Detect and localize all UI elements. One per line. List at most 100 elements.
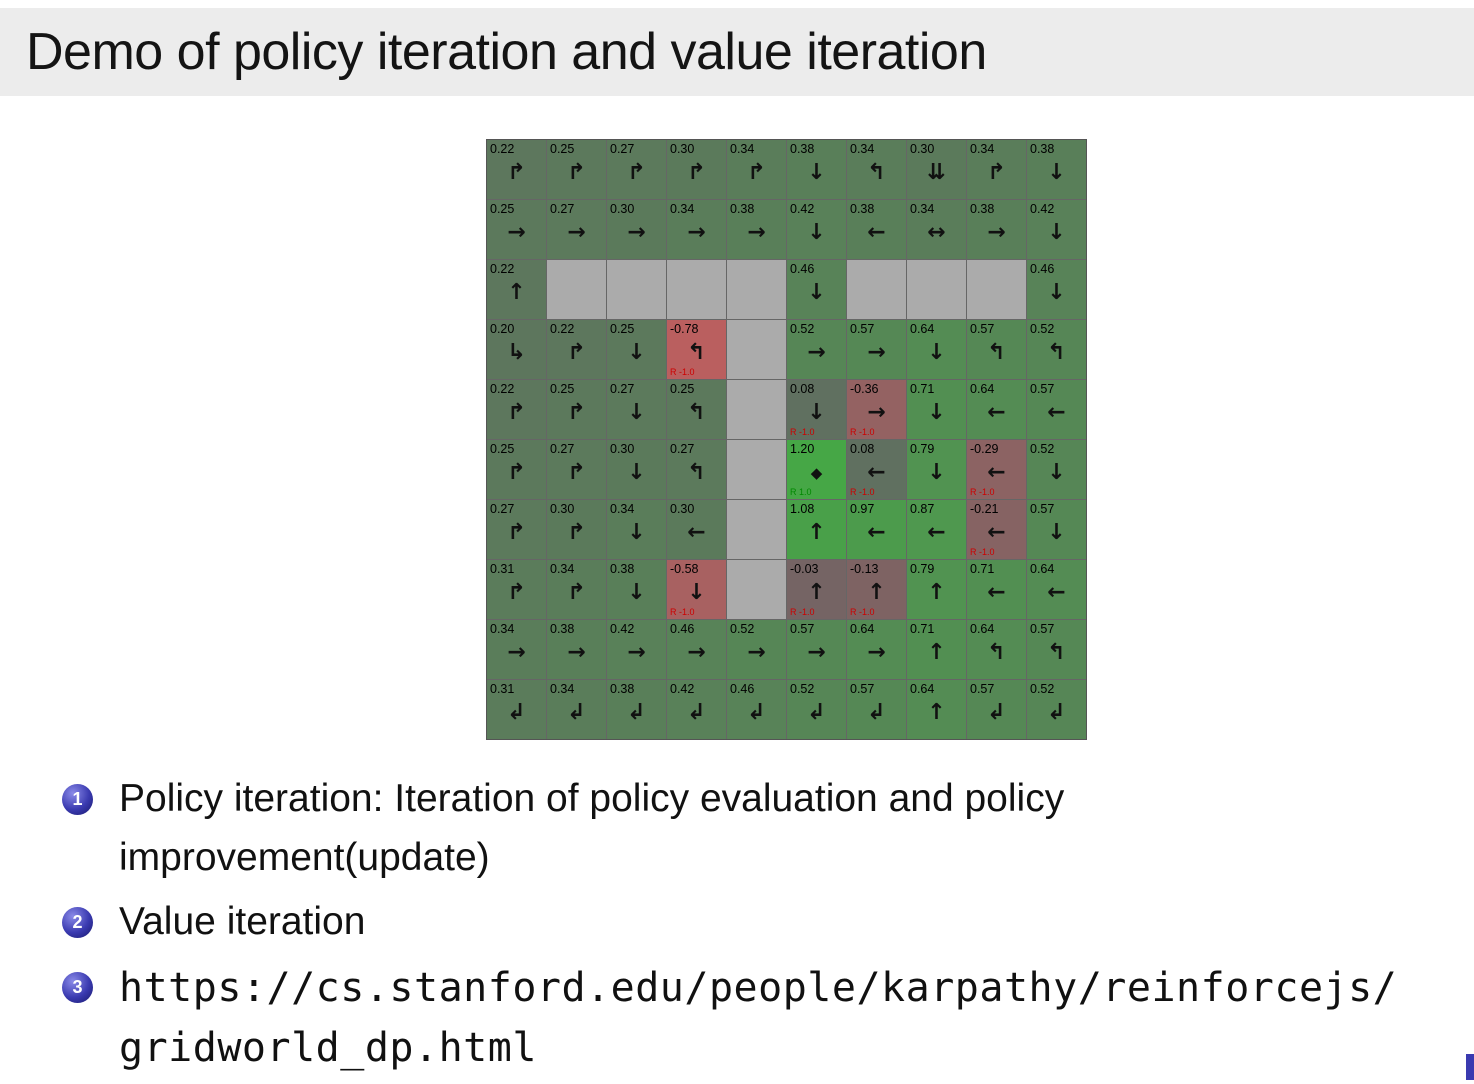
grid-cell[interactable]: 1.08 ↑ bbox=[787, 500, 846, 559]
grid-cell[interactable]: 0.52 ↰ bbox=[1027, 320, 1086, 379]
grid-cell[interactable]: 0.38 ↓ bbox=[1027, 140, 1086, 199]
cell-value: 0.64 bbox=[910, 322, 935, 336]
grid-cell[interactable]: 0.34 ↓ bbox=[607, 500, 666, 559]
grid-cell[interactable]: 0.22 ↱ bbox=[487, 140, 546, 199]
grid-cell[interactable]: 0.38 ↓ bbox=[607, 560, 666, 619]
grid-cell[interactable]: 0.25 ↱ bbox=[547, 140, 606, 199]
grid-cell[interactable]: 0.87 ← bbox=[907, 500, 966, 559]
grid-cell[interactable]: 0.27 ↱ bbox=[487, 500, 546, 559]
grid-cell[interactable]: 0.08 ↓ R -1.0 bbox=[787, 380, 846, 439]
grid-cell[interactable]: 0.27 ↰ bbox=[667, 440, 726, 499]
grid-cell[interactable]: 0.25 ↱ bbox=[547, 380, 606, 439]
bullet-item-value-iteration: 2 Value iteration bbox=[62, 893, 1442, 952]
grid-cell[interactable]: 0.27 → bbox=[547, 200, 606, 259]
grid-cell[interactable]: 0.30 ← bbox=[667, 500, 726, 559]
policy-arrow-icon: ↱ bbox=[507, 520, 526, 545]
grid-cell[interactable]: 0.64 ↑ bbox=[907, 680, 966, 739]
grid-cell[interactable]: 0.34 → bbox=[487, 620, 546, 679]
grid-cell[interactable]: 0.46 ↲ bbox=[727, 680, 786, 739]
grid-cell[interactable]: 0.64 ↰ bbox=[967, 620, 1026, 679]
grid-cell[interactable]: 0.42 → bbox=[607, 620, 666, 679]
grid-cell[interactable]: 0.31 ↱ bbox=[487, 560, 546, 619]
grid-cell[interactable]: 0.64 ← bbox=[1027, 560, 1086, 619]
grid-cell[interactable]: 0.22 ↑ bbox=[487, 260, 546, 319]
url-link-line-2[interactable]: gridworld_dp.html bbox=[119, 1024, 537, 1071]
grid-cell[interactable]: 0.30 → bbox=[607, 200, 666, 259]
grid-cell[interactable]: 0.52 ↲ bbox=[1027, 680, 1086, 739]
grid-cell[interactable]: 0.08 ← R -1.0 bbox=[847, 440, 906, 499]
grid-cell[interactable]: 0.52 ↓ bbox=[1027, 440, 1086, 499]
grid-cell[interactable]: 0.34 ↰ bbox=[847, 140, 906, 199]
grid-cell[interactable]: 0.97 ← bbox=[847, 500, 906, 559]
grid-cell[interactable]: 0.52 → bbox=[787, 320, 846, 379]
grid-cell[interactable]: 0.27 ↓ bbox=[607, 380, 666, 439]
grid-cell[interactable]: 0.25 ↰ bbox=[667, 380, 726, 439]
cell-value: 0.57 bbox=[790, 622, 815, 636]
grid-cell[interactable]: 0.34 ↔ bbox=[907, 200, 966, 259]
grid-cell[interactable]: 0.42 ↲ bbox=[667, 680, 726, 739]
grid-cell[interactable]: 0.34 ↱ bbox=[967, 140, 1026, 199]
grid-cell[interactable]: 0.30 ↓ bbox=[607, 440, 666, 499]
grid-cell[interactable]: 0.34 ↲ bbox=[547, 680, 606, 739]
policy-arrow-icon: ↱ bbox=[507, 160, 526, 185]
grid-cell[interactable]: 0.34 ↱ bbox=[727, 140, 786, 199]
grid-cell[interactable]: 0.71 ↑ bbox=[907, 620, 966, 679]
grid-cell[interactable]: 0.79 ↓ bbox=[907, 440, 966, 499]
grid-cell[interactable]: 0.57 ↲ bbox=[847, 680, 906, 739]
grid-cell[interactable]: -0.58 ↓ R -1.0 bbox=[667, 560, 726, 619]
grid-cell[interactable]: 0.57 ← bbox=[1027, 380, 1086, 439]
grid-cell[interactable]: 0.52 ↲ bbox=[787, 680, 846, 739]
grid-cell[interactable]: 0.30 ↱ bbox=[667, 140, 726, 199]
grid-cell[interactable]: 0.57 ↲ bbox=[967, 680, 1026, 739]
grid-cell[interactable]: 0.57 ↰ bbox=[1027, 620, 1086, 679]
grid-cell[interactable]: -0.29 ← R -1.0 bbox=[967, 440, 1026, 499]
grid-cell[interactable]: 0.57 ↓ bbox=[1027, 500, 1086, 559]
grid-cell[interactable]: 0.20 ↳ bbox=[487, 320, 546, 379]
grid-cell[interactable]: 0.30 ⇊ bbox=[907, 140, 966, 199]
grid-cell[interactable]: 0.38 ↓ bbox=[787, 140, 846, 199]
grid-cell[interactable]: -0.78 ↰ R -1.0 bbox=[667, 320, 726, 379]
grid-cell[interactable]: 0.31 ↲ bbox=[487, 680, 546, 739]
grid-cell[interactable]: 0.38 → bbox=[967, 200, 1026, 259]
grid-cell[interactable]: -0.13 ↑ R -1.0 bbox=[847, 560, 906, 619]
grid-cell[interactable]: -0.36 → R -1.0 bbox=[847, 380, 906, 439]
grid-cell[interactable]: 0.57 → bbox=[847, 320, 906, 379]
grid-cell[interactable]: 0.38 → bbox=[727, 200, 786, 259]
grid-cell[interactable]: 0.52 → bbox=[727, 620, 786, 679]
grid-cell[interactable]: 0.42 ↓ bbox=[1027, 200, 1086, 259]
grid-cell[interactable]: 0.22 ↱ bbox=[547, 320, 606, 379]
grid-cell[interactable]: 0.30 ↱ bbox=[547, 500, 606, 559]
grid-cell[interactable]: 0.79 ↑ bbox=[907, 560, 966, 619]
grid-cell[interactable]: 0.22 ↱ bbox=[487, 380, 546, 439]
url-link-line-1[interactable]: https://cs.stanford.edu/people/karpathy/… bbox=[119, 964, 1398, 1011]
grid-cell[interactable]: 0.64 → bbox=[847, 620, 906, 679]
grid-cell[interactable]: 0.34 ↱ bbox=[547, 560, 606, 619]
reward-label: R 1.0 bbox=[790, 487, 812, 497]
grid-cell[interactable]: 0.25 ↱ bbox=[487, 440, 546, 499]
grid-cell[interactable]: 0.42 ↓ bbox=[787, 200, 846, 259]
grid-cell[interactable]: 0.46 → bbox=[667, 620, 726, 679]
grid-cell[interactable]: 1.20 ◆ R 1.0 bbox=[787, 440, 846, 499]
policy-arrow-icon: ↓ bbox=[627, 400, 646, 425]
grid-cell[interactable]: 0.64 ↓ bbox=[907, 320, 966, 379]
grid-cell[interactable]: 0.27 ↱ bbox=[547, 440, 606, 499]
grid-cell[interactable]: -0.03 ↑ R -1.0 bbox=[787, 560, 846, 619]
policy-arrow-icon: ↓ bbox=[1047, 280, 1066, 305]
grid-cell[interactable]: 0.25 → bbox=[487, 200, 546, 259]
grid-cell[interactable]: 0.27 ↱ bbox=[607, 140, 666, 199]
grid-cell[interactable]: 0.25 ↓ bbox=[607, 320, 666, 379]
grid-cell[interactable]: 0.46 ↓ bbox=[1027, 260, 1086, 319]
grid-cell[interactable]: -0.21 ← R -1.0 bbox=[967, 500, 1026, 559]
grid-cell[interactable]: 0.34 → bbox=[667, 200, 726, 259]
grid-cell[interactable]: 0.64 ← bbox=[967, 380, 1026, 439]
policy-arrow-icon: ← bbox=[987, 580, 1006, 605]
grid-cell[interactable]: 0.38 ← bbox=[847, 200, 906, 259]
grid-cell[interactable]: 0.71 ← bbox=[967, 560, 1026, 619]
policy-arrow-icon: ↑ bbox=[927, 640, 946, 665]
grid-cell[interactable]: 0.71 ↓ bbox=[907, 380, 966, 439]
grid-cell[interactable]: 0.46 ↓ bbox=[787, 260, 846, 319]
grid-cell[interactable]: 0.57 ↰ bbox=[967, 320, 1026, 379]
grid-cell[interactable]: 0.57 → bbox=[787, 620, 846, 679]
grid-cell[interactable]: 0.38 → bbox=[547, 620, 606, 679]
grid-cell[interactable]: 0.38 ↲ bbox=[607, 680, 666, 739]
